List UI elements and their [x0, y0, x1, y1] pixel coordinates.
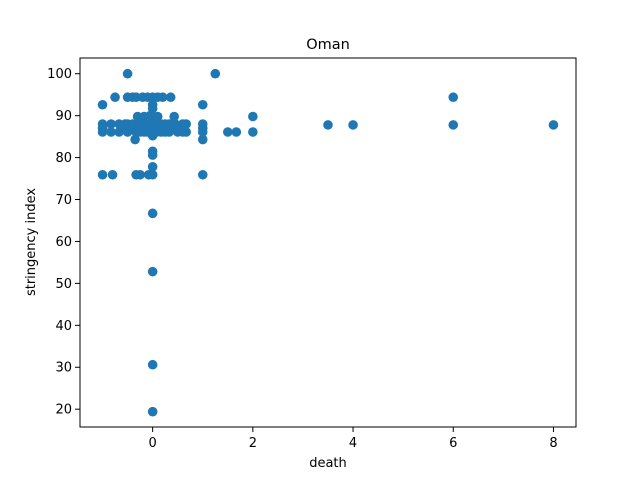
data-point: [147, 162, 158, 172]
y-axis: 20 30 40 50 60 70 80 90 100: [47, 67, 80, 418]
data-point: [147, 169, 158, 180]
data-point: [97, 127, 108, 137]
points-layer: [97, 68, 559, 417]
data-point: [127, 119, 138, 129]
x-axis: 0 2 4 6 8: [149, 427, 558, 451]
chart-title: Oman: [306, 37, 350, 53]
data-point: [197, 134, 208, 145]
data-point: [106, 127, 116, 137]
plot-frame: [79, 57, 577, 428]
data-point: [147, 359, 158, 370]
data-point: [223, 127, 233, 137]
data-point: [197, 99, 208, 110]
data-point: [197, 127, 208, 137]
y-tick-label: 20: [55, 403, 72, 418]
y-tick-label: 50: [55, 277, 72, 292]
data-point: [147, 266, 158, 277]
data-point: [122, 68, 133, 79]
data-point: [323, 120, 333, 130]
data-point: [110, 92, 120, 103]
x-tick-label: 8: [549, 436, 557, 451]
data-point: [165, 92, 176, 103]
x-axis-label: death: [309, 456, 347, 471]
x-tick-label: 6: [449, 436, 457, 451]
data-point: [197, 169, 208, 180]
x-tick-label: 4: [349, 436, 357, 451]
data-point: [448, 92, 459, 103]
data-point: [152, 111, 163, 122]
y-tick-label: 60: [55, 235, 72, 250]
y-tick-label: 40: [55, 319, 72, 334]
data-point: [169, 111, 179, 122]
data-point: [210, 68, 221, 79]
data-point: [248, 127, 258, 137]
y-tick-label: 90: [55, 109, 72, 124]
x-tick-label: 2: [249, 436, 257, 451]
data-point: [157, 92, 168, 103]
y-tick-label: 100: [47, 67, 72, 82]
data-point: [130, 134, 140, 145]
data-point: [181, 119, 192, 129]
data-point: [106, 119, 116, 129]
data-point: [97, 99, 108, 110]
data-point: [448, 120, 459, 130]
data-point: [147, 406, 158, 417]
y-axis-label: stringency index: [24, 188, 39, 296]
data-point: [147, 103, 158, 114]
data-point: [107, 169, 118, 180]
data-point: [248, 111, 258, 122]
y-tick-label: 30: [55, 361, 72, 376]
x-tick-label: 0: [149, 436, 157, 451]
data-point: [231, 127, 242, 137]
data-point: [147, 150, 158, 160]
data-point: [147, 208, 158, 219]
data-point: [97, 169, 108, 180]
data-point: [135, 169, 145, 180]
y-tick-label: 80: [55, 151, 72, 166]
data-point: [181, 127, 192, 137]
y-tick-label: 70: [55, 193, 72, 208]
data-point: [548, 120, 559, 130]
data-point: [348, 120, 358, 130]
